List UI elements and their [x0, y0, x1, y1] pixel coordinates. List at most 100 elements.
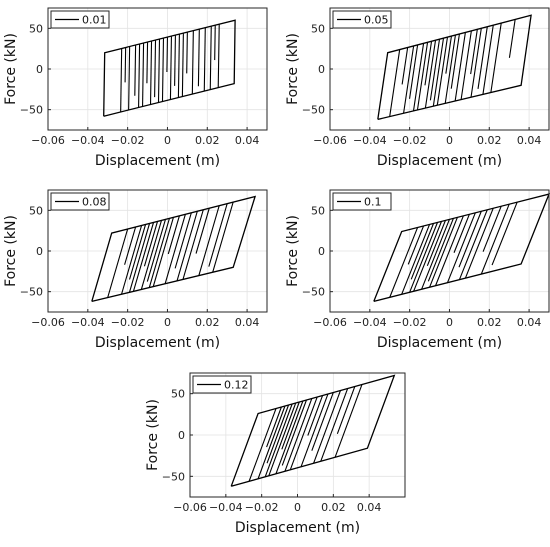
series-1-unload-branch	[214, 25, 216, 61]
series-1-unload-branch	[132, 222, 155, 292]
series-1-unload-branch	[454, 32, 466, 102]
series-1-unload-branch	[435, 215, 464, 286]
series-1-unload-branch	[191, 30, 194, 95]
series-1-unload-branch	[164, 214, 186, 284]
y-tick-label: 50	[311, 204, 325, 217]
series-1-loop	[103, 19, 236, 117]
y-tick-label: 50	[171, 388, 185, 401]
series-1-unload-branch	[460, 30, 472, 100]
series-1-unload-branch	[412, 43, 425, 111]
series-1-unload-branch	[281, 401, 300, 450]
series-1-loop	[91, 195, 257, 303]
chart-panel-1: −0.06 −0.04 −0.02 0 0.02 0.04 −50 0 50 Displaceme…	[3, 7, 268, 169]
x-axis-label: Displacement (m)	[377, 153, 502, 169]
series-1-unload-branch	[186, 32, 188, 74]
series-1-unload-branch	[266, 404, 290, 464]
x-tick-label: −0.04	[353, 134, 387, 147]
series-1-unload-branch	[197, 29, 200, 87]
y-tick-label: 0	[318, 63, 325, 76]
x-tick-label: 0.04	[235, 316, 260, 329]
series-1-unload-branch	[450, 33, 460, 89]
series-1-unload-branch	[307, 395, 324, 436]
x-axis-label: Displacement (m)	[235, 520, 360, 536]
series-1-unload-branch	[427, 218, 454, 282]
x-tick-label: −0.02	[111, 316, 145, 329]
series-1-unload-branch	[212, 201, 234, 273]
legend-box	[50, 192, 110, 211]
x-tick-label: −0.04	[71, 134, 105, 147]
series-1-loop	[377, 14, 532, 121]
y-tick-label: 0	[178, 429, 185, 442]
x-tick-label: 0	[446, 316, 453, 329]
series-1-unload-branch	[174, 212, 192, 269]
x-tick-label: 0.02	[321, 501, 346, 514]
series-1-unload-branch	[146, 219, 166, 282]
series-1-unload-branch	[436, 37, 449, 106]
y-tick-label: 50	[29, 22, 43, 35]
series-1-unload-branch	[410, 223, 435, 280]
y-tick-label: −50	[20, 286, 43, 299]
series-1-unload-branch	[300, 393, 329, 467]
series-1-unload-branch	[409, 222, 439, 293]
y-tick-label: −50	[302, 104, 325, 117]
series-1-unload-branch	[121, 225, 143, 295]
series-1-unload-branch	[407, 225, 425, 265]
series-1-unload-branch	[177, 34, 180, 98]
y-tick-label: 50	[29, 204, 43, 217]
y-axis-label: Force (kN)	[3, 33, 19, 105]
series-1-unload-branch	[429, 39, 441, 101]
x-tick-label: 0.02	[195, 316, 220, 329]
x-axis-label: Displacement (m)	[95, 153, 220, 169]
series-1-unload-branch	[203, 27, 206, 92]
series-1-unload-branch	[157, 39, 161, 103]
chart-panel-2: −0.06 −0.04 −0.02 0 0.02 0.04 −50 0 50 Displaceme…	[285, 7, 550, 169]
y-tick-label: −50	[20, 104, 43, 117]
x-tick-label: 0.04	[517, 134, 542, 147]
series-1-unload-branch	[289, 396, 318, 470]
series-1-unload-branch	[182, 209, 204, 280]
series-1-unload-branch	[217, 24, 220, 88]
y-tick-label: −50	[162, 470, 185, 483]
series-1-unload-branch	[416, 42, 429, 111]
chart-panel-3: −0.06 −0.04 −0.02 0 0.02 0.04 −50 0 50 Displaceme…	[3, 189, 268, 351]
series-1-unload-branch	[311, 392, 334, 451]
y-tick-label: −50	[302, 286, 325, 299]
x-tick-label: −0.02	[393, 316, 427, 329]
series-1-unload-branch	[167, 215, 180, 255]
x-tick-label: −0.06	[313, 316, 347, 329]
y-axis-label: Force (kN)	[3, 215, 19, 287]
x-tick-label: −0.06	[31, 316, 65, 329]
series-1-unload-branch	[458, 209, 488, 280]
series-1-unload-branch	[257, 405, 286, 479]
series-1-unload-branch	[176, 211, 198, 281]
series-1-unload-branch	[490, 23, 502, 93]
series-1-unload-branch	[334, 384, 363, 458]
series-1-unload-branch	[491, 201, 518, 266]
y-axis-label: Force (kN)	[285, 33, 301, 105]
x-tick-label: 0	[446, 134, 453, 147]
series-1-unload-branch	[198, 205, 220, 276]
series-1-unload-branch	[424, 41, 433, 86]
y-tick-label: 0	[318, 245, 325, 258]
series-1-unload-branch	[124, 226, 137, 265]
x-tick-label: 0.04	[235, 134, 260, 147]
series-1-unload-branch	[195, 208, 210, 254]
series-1-unload-branch	[444, 34, 456, 104]
series-1-unload-branch	[401, 224, 431, 295]
series-1-unload-branch	[320, 388, 349, 462]
x-tick-label: −0.06	[31, 134, 65, 147]
legend-label: 0.05	[364, 14, 389, 27]
series-1-unload-branch	[446, 212, 476, 283]
legend-box	[192, 375, 252, 394]
series-1-unload-branch	[266, 406, 282, 448]
series-1-unload-branch	[480, 203, 510, 275]
series-1-unload-branch	[142, 43, 145, 107]
series-1-unload-branch	[336, 386, 356, 434]
x-tick-label: 0.02	[195, 134, 220, 147]
y-tick-label: 0	[36, 63, 43, 76]
y-tick-label: 0	[36, 245, 43, 258]
series-1-unload-branch	[169, 36, 172, 100]
legend-box	[50, 10, 110, 29]
series-1-unload-branch	[409, 44, 419, 99]
series-1-unload-branch	[482, 25, 494, 95]
